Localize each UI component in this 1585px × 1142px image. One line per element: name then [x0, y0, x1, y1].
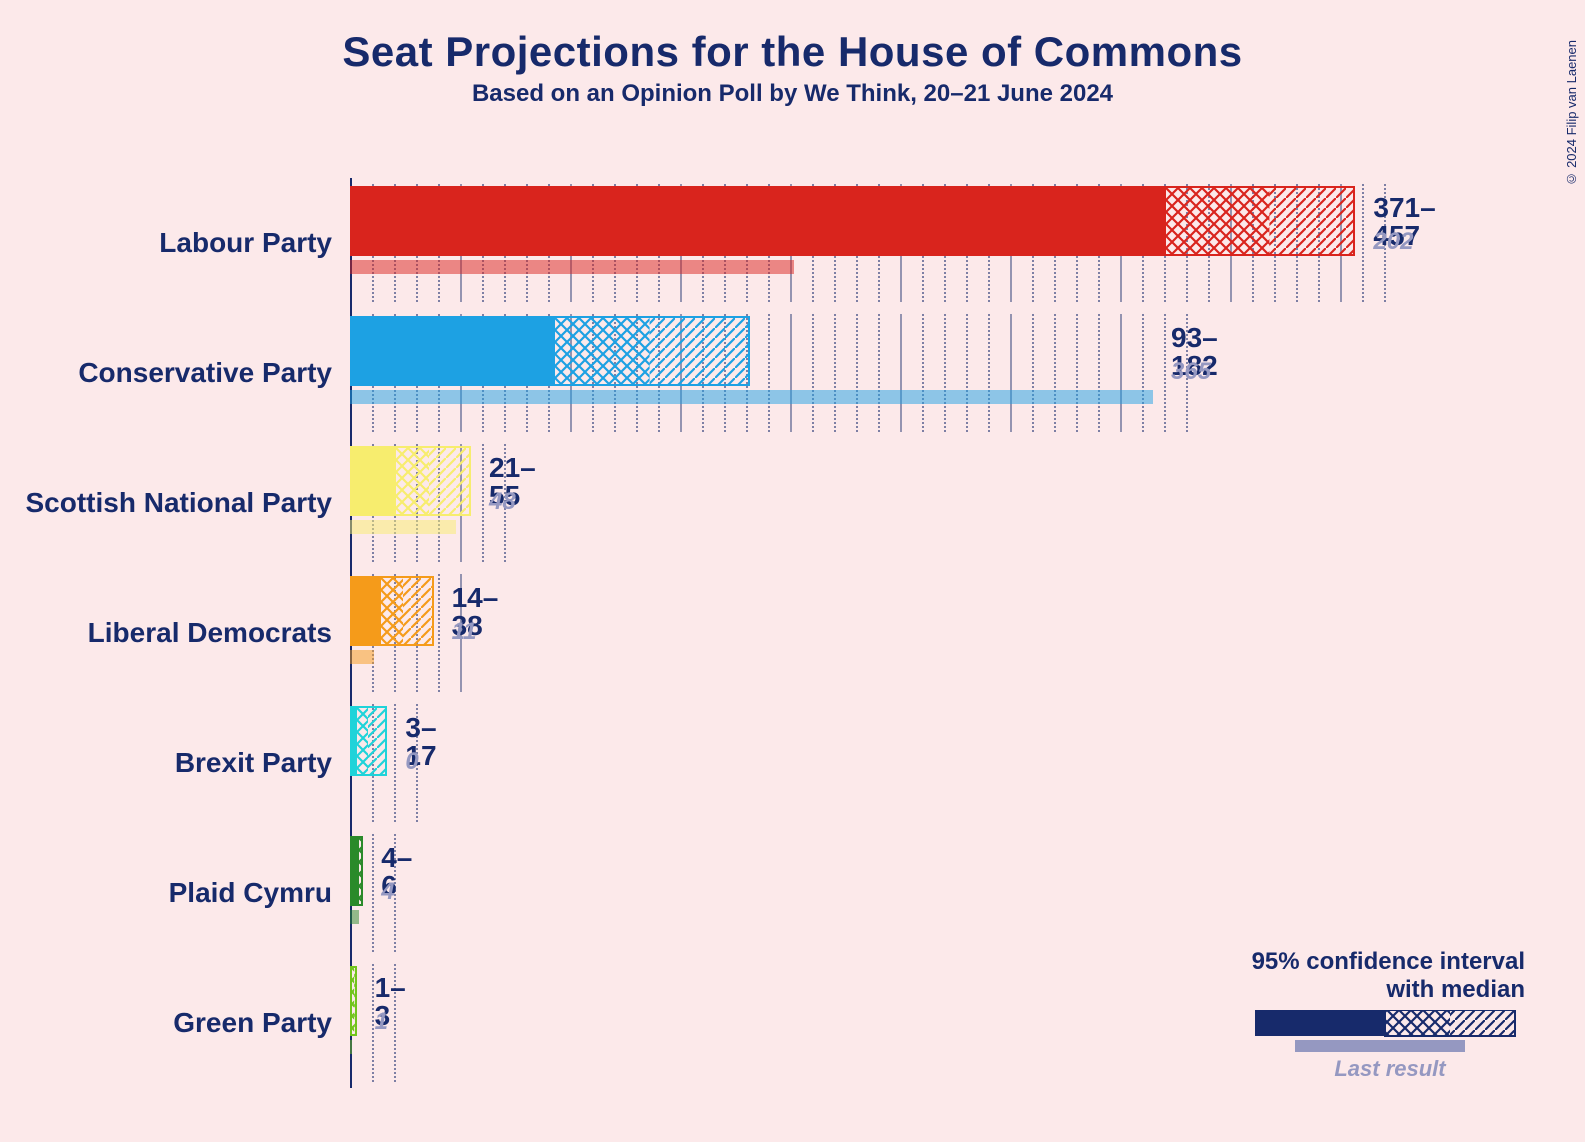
bar-outline	[350, 186, 1355, 256]
bar-previous	[350, 910, 359, 924]
bar-outline	[350, 706, 387, 776]
previous-label: 11	[452, 618, 477, 646]
legend-line-2: with median	[1252, 976, 1525, 1004]
party-label: Plaid Cymru	[0, 828, 350, 958]
party-row: Plaid Cymru 4–64	[0, 828, 1585, 958]
party-label: Scottish National Party	[0, 438, 350, 568]
chart-title: Seat Projections for the House of Common…	[0, 28, 1585, 76]
bar-outline	[350, 446, 471, 516]
legend-swatch: Last result	[1255, 1010, 1525, 1082]
party-label: Conservative Party	[0, 308, 350, 438]
bar-previous	[350, 650, 374, 664]
bar-previous	[350, 1040, 352, 1054]
party-label: Labour Party	[0, 178, 350, 308]
copyright-text: © 2024 Filip van Laenen	[1564, 40, 1579, 187]
bar-outline	[350, 316, 750, 386]
party-row: Brexit Party 3–170	[0, 698, 1585, 828]
party-row: Liberal Democrats 14–3811	[0, 568, 1585, 698]
bar-outline	[350, 836, 363, 906]
party-row: Scottish National Party 21–5548	[0, 438, 1585, 568]
previous-label: 48	[489, 488, 516, 516]
previous-label: 202	[1373, 228, 1413, 256]
legend-last-result-label: Last result	[1255, 1056, 1525, 1082]
party-label: Green Party	[0, 958, 350, 1088]
previous-label: 0	[405, 748, 418, 776]
bar-previous	[350, 260, 794, 274]
bar-outline	[350, 576, 434, 646]
legend: 95% confidence interval with median Last…	[1252, 948, 1525, 1082]
party-label: Liberal Democrats	[0, 568, 350, 698]
previous-label: 1	[375, 1008, 388, 1036]
previous-label: 4	[381, 878, 394, 906]
bar-outline	[350, 966, 357, 1036]
bar-previous	[350, 520, 456, 534]
legend-line-1: 95% confidence interval	[1252, 948, 1525, 976]
party-row: Labour Party 371–457202	[0, 178, 1585, 308]
party-label: Brexit Party	[0, 698, 350, 828]
party-row: Conservative Party 93–182365	[0, 308, 1585, 438]
previous-label: 365	[1171, 358, 1211, 386]
bar-previous	[350, 390, 1153, 404]
chart-subtitle: Based on an Opinion Poll by We Think, 20…	[0, 80, 1585, 108]
